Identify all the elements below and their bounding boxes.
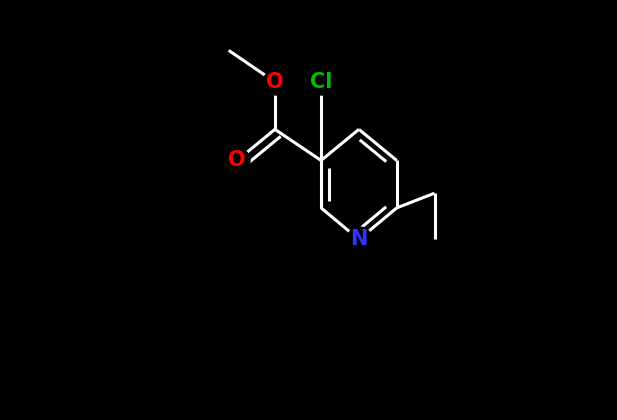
Text: O: O xyxy=(266,72,284,92)
Text: O: O xyxy=(228,150,246,171)
Text: N: N xyxy=(350,229,368,249)
Text: Cl: Cl xyxy=(310,72,333,92)
